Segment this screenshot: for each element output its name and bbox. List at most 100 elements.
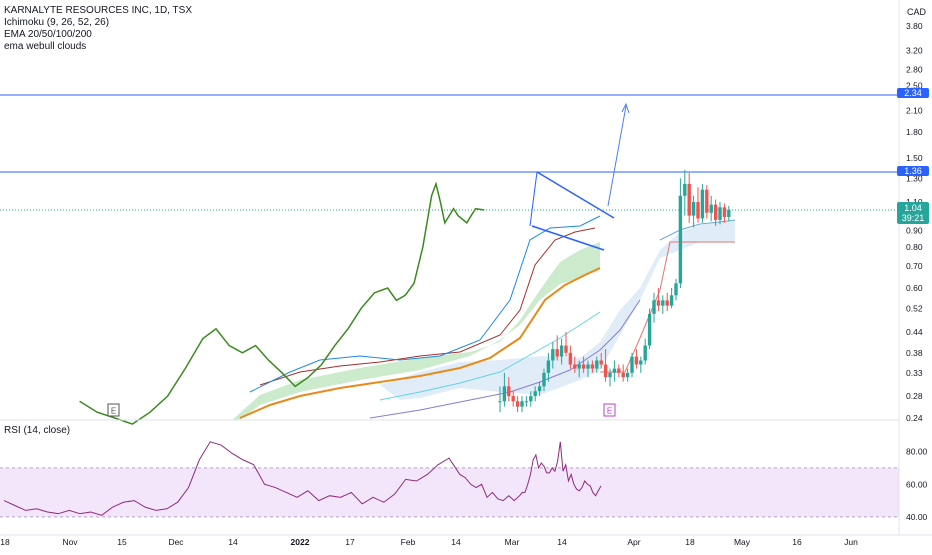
time-tick-4: 14 xyxy=(228,537,238,547)
candle-body-14 xyxy=(559,345,564,357)
rsi-tick-2: 40.00 xyxy=(906,512,928,522)
candle-body-52 xyxy=(727,210,731,217)
candle-body-2 xyxy=(507,386,511,397)
candle-body-40 xyxy=(674,283,678,296)
candle-body-25 xyxy=(608,372,612,378)
time-tick-10: 14 xyxy=(557,537,567,547)
candle-body-30 xyxy=(630,356,634,373)
candle-body-18 xyxy=(577,364,581,369)
rsi-legend[interactable]: RSI (14, close) xyxy=(4,425,71,436)
symbol-title[interactable]: KARNALYTE RESOURCES INC, 1D, TSX xyxy=(4,5,193,16)
candle-body-41 xyxy=(678,195,683,284)
time-tick-13: May xyxy=(734,537,751,547)
candle-body-21 xyxy=(590,364,595,369)
candle-body-48 xyxy=(709,204,713,213)
price-tick-15: 0.38 xyxy=(906,348,923,358)
last-price: 1.04 xyxy=(904,203,922,213)
time-tick-6: 17 xyxy=(345,537,355,547)
kijun-line xyxy=(259,227,596,386)
price-tick-9: 0.90 xyxy=(906,226,923,236)
ichimoku-cloud xyxy=(380,220,735,400)
candle-body-11 xyxy=(546,360,551,373)
candle-body-49 xyxy=(713,204,718,220)
candle-body-47 xyxy=(705,189,709,213)
price-tick-3: 2.50 xyxy=(906,81,923,91)
ema100-line xyxy=(379,311,601,401)
clouds-label[interactable]: ema webull clouds xyxy=(4,41,87,52)
candle-body-43 xyxy=(687,183,691,216)
ichimoku-label[interactable]: Ichimoku (9, 26, 52, 26) xyxy=(4,17,110,28)
time-tick-1: Nov xyxy=(62,537,78,547)
candle-body-26 xyxy=(612,368,617,373)
price-tick-1: 3.20 xyxy=(906,46,923,56)
price-tick-17: 0.28 xyxy=(906,391,923,401)
time-tick-2: 15 xyxy=(117,537,127,547)
time-tick-9: Mar xyxy=(505,537,520,547)
candle-body-1 xyxy=(502,386,507,402)
price-tick-10: 0.80 xyxy=(906,242,923,252)
candle-body-9 xyxy=(537,386,542,392)
price-tick-4: 2.10 xyxy=(906,105,923,115)
price-tick-18: 0.24 xyxy=(906,413,923,423)
price-tick-0: 3.80 xyxy=(906,21,923,31)
price-tick-2: 2.80 xyxy=(906,65,923,75)
pennant-upper xyxy=(536,171,615,219)
currency-label: CAD xyxy=(906,7,926,17)
rsi-tick-1: 60.00 xyxy=(906,479,928,489)
candle-body-27 xyxy=(617,368,621,373)
time-tick-15: Jun xyxy=(844,537,858,547)
chart-legend: KARNALYTE RESOURCES INC, 1D, TSX Ichimok… xyxy=(4,5,192,53)
price-tick-12: 0.60 xyxy=(906,283,923,293)
time-tick-14: 16 xyxy=(792,537,802,547)
price-tag-last: 1.04 39:21 xyxy=(897,202,929,224)
price-tick-16: 0.33 xyxy=(906,368,923,378)
price-tag-2-34: 2.34 xyxy=(897,88,929,98)
earnings-box-2 xyxy=(603,403,616,417)
candle-body-34 xyxy=(647,313,652,346)
bar-countdown: 39:21 xyxy=(901,213,925,223)
time-tick-11: Apr xyxy=(627,537,640,547)
leading-span-a xyxy=(659,219,736,241)
time-tick-5: 2022 xyxy=(291,537,310,547)
candle-body-31 xyxy=(634,356,639,365)
candle-body-8 xyxy=(533,391,537,397)
earnings-box-1 xyxy=(107,403,120,417)
price-tick-5: 1.80 xyxy=(906,127,923,137)
candle-body-51 xyxy=(722,207,727,217)
leading-span-b xyxy=(600,241,735,373)
candle-body-4 xyxy=(515,401,520,407)
candle-body-44 xyxy=(691,202,696,216)
lagging-span-line xyxy=(79,181,485,425)
price-tag-1-36: 1.36 xyxy=(897,166,929,176)
time-tick-7: Feb xyxy=(401,537,416,547)
candle-body-28 xyxy=(621,372,625,378)
candle-body-36 xyxy=(656,300,661,306)
rsi-line xyxy=(3,441,602,516)
candle-body-23 xyxy=(599,360,603,365)
earnings-marker-2: E xyxy=(603,403,616,417)
ema50-line xyxy=(239,267,601,419)
projection-arrowhead xyxy=(621,102,630,114)
price-tick-13: 0.52 xyxy=(906,303,923,313)
candle-body-37 xyxy=(661,300,665,306)
candle-body-39 xyxy=(669,295,674,306)
candle-body-13 xyxy=(555,349,559,357)
candle-body-19 xyxy=(581,364,586,369)
ema-label[interactable]: EMA 20/50/100/200 xyxy=(4,29,92,40)
tenkan-line xyxy=(249,215,601,393)
pennant-lower xyxy=(531,225,605,251)
candle-body-29 xyxy=(625,372,630,378)
earnings-label-2: E xyxy=(607,407,612,416)
rsi-tick-0: 80.00 xyxy=(906,447,928,457)
candle-body-20 xyxy=(586,364,590,369)
candle-body-45 xyxy=(696,202,700,219)
time-tick-8: 14 xyxy=(451,537,461,547)
candle-body-24 xyxy=(603,364,608,378)
candle-body-50 xyxy=(718,207,722,220)
candle-body-32 xyxy=(639,360,643,365)
price-tick-14: 0.44 xyxy=(906,327,923,337)
candle-body-0 xyxy=(498,401,502,403)
candle-body-10 xyxy=(542,372,546,387)
